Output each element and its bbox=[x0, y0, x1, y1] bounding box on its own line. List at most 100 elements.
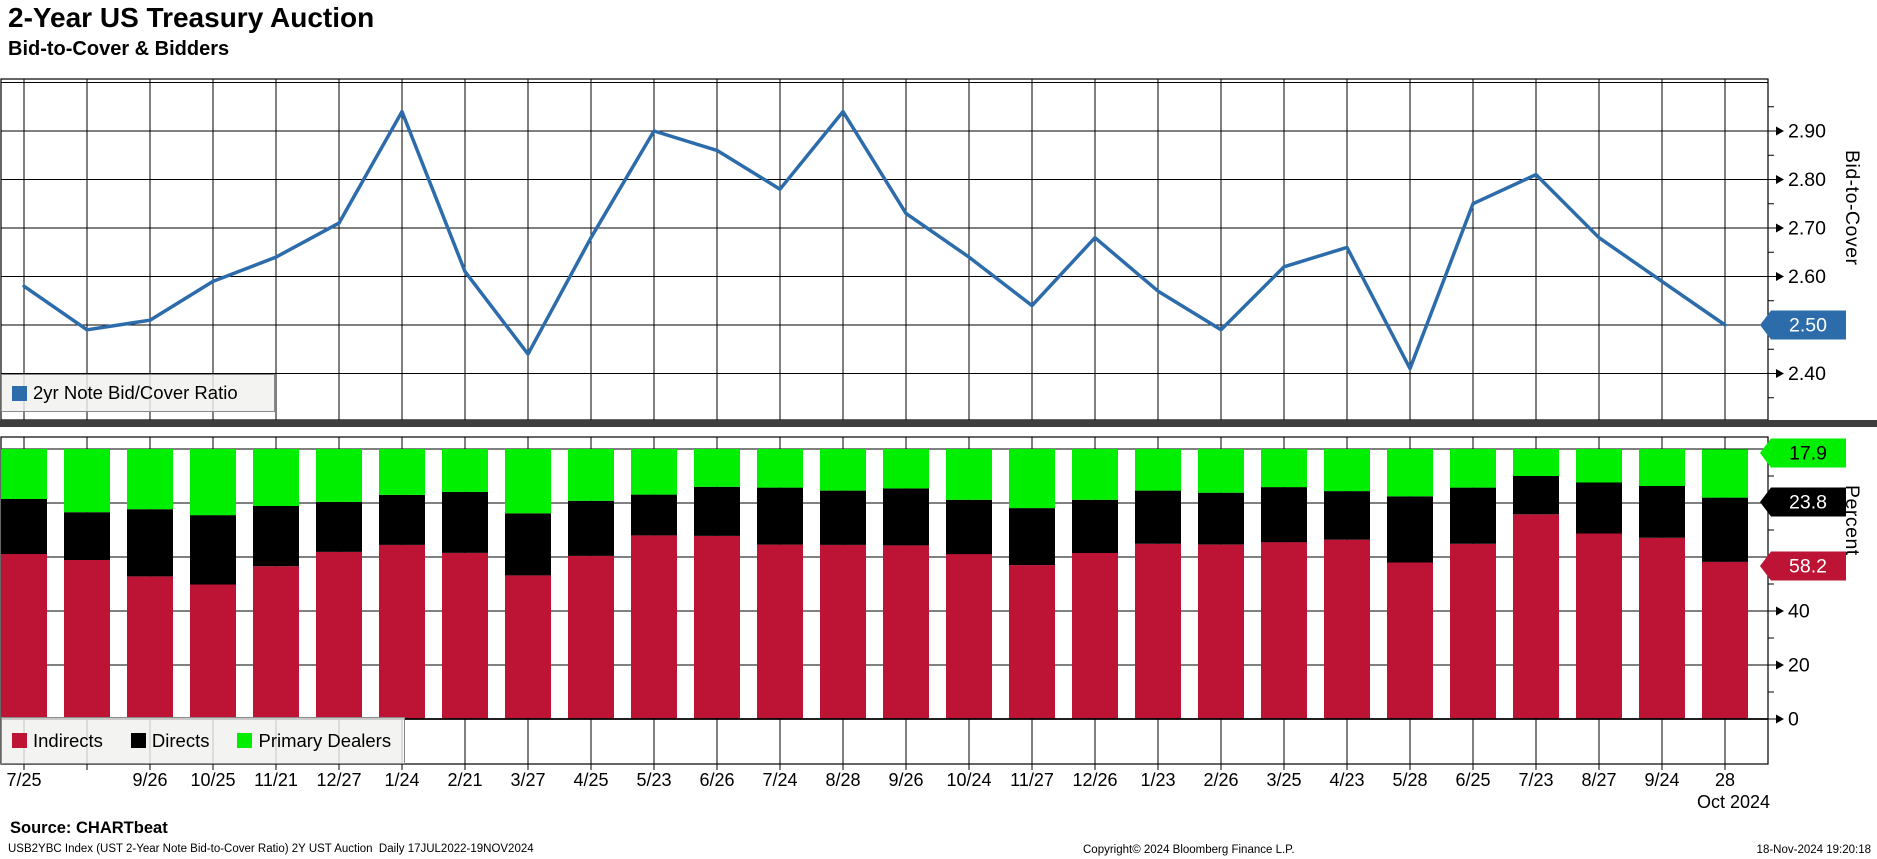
footnote-timestamp: 18-Nov-2024 19:20:18 bbox=[1756, 844, 1871, 856]
tick-arrow bbox=[1776, 660, 1784, 670]
bar-segment-primary-dealers bbox=[1135, 449, 1181, 491]
y-axis-tick-label: 2.60 bbox=[1788, 266, 1826, 288]
x-axis-tick-label: 3/25 bbox=[1266, 770, 1301, 790]
line-series-label: 2yr Note Bid/Cover Ratio bbox=[33, 382, 238, 403]
bar-segment-directs bbox=[1702, 497, 1748, 562]
bar-segment-indirects bbox=[1198, 544, 1244, 719]
bar-segment-indirects bbox=[127, 576, 173, 719]
bar-segment-indirects bbox=[1261, 542, 1307, 719]
bar-segment-primary-dealers bbox=[253, 449, 299, 506]
percent-tag-text: 23.8 bbox=[1789, 492, 1827, 514]
line-chart-legend: 2yr Note Bid/Cover Ratio bbox=[1, 374, 275, 412]
x-axis-tick-label: 7/25 bbox=[6, 770, 41, 790]
directs-label: Directs bbox=[151, 729, 210, 751]
bar-segment-indirects bbox=[1576, 533, 1622, 719]
bar-segment-primary-dealers bbox=[946, 449, 992, 500]
bar-segment-directs bbox=[127, 509, 173, 577]
bar-segment-indirects bbox=[379, 544, 425, 720]
bar-segment-indirects bbox=[757, 544, 803, 719]
bar-segment-directs bbox=[1009, 508, 1055, 566]
panel-divider bbox=[0, 420, 1877, 427]
x-axis-tick-label: 2/21 bbox=[447, 770, 482, 790]
bar-segment-primary-dealers bbox=[1387, 449, 1433, 497]
bar-segment-indirects bbox=[631, 535, 677, 719]
bar-segment-directs bbox=[631, 494, 677, 536]
bar-segment-directs bbox=[1387, 496, 1433, 563]
y-axis-tick-label: 2.70 bbox=[1788, 218, 1826, 240]
bar-segment-primary-dealers bbox=[694, 449, 740, 487]
tick-arrow bbox=[1776, 175, 1784, 184]
legend-entry-primary-dealers: Primary Dealers bbox=[237, 730, 391, 752]
page-title: 2-Year US Treasury Auction bbox=[8, 2, 375, 33]
x-axis-tick-label: 12/26 bbox=[1072, 770, 1117, 790]
percent-tag-shape bbox=[1760, 487, 1846, 517]
bar-segment-primary-dealers bbox=[883, 449, 929, 489]
bar-segment-indirects bbox=[505, 575, 551, 719]
tick-arrow bbox=[1776, 223, 1784, 233]
y-axis-tick-label: 2.40 bbox=[1788, 363, 1826, 385]
bar-segment-directs bbox=[1261, 487, 1307, 543]
x-axis-tick-label: 1/23 bbox=[1140, 770, 1175, 790]
bar-segment-directs bbox=[568, 500, 614, 556]
bar-segment-indirects bbox=[64, 560, 110, 719]
x-axis-tick-label: 5/28 bbox=[1392, 770, 1427, 790]
directs-swatch bbox=[130, 733, 146, 748]
bar-segment-directs bbox=[253, 506, 299, 567]
bar-segment-primary-dealers bbox=[1639, 449, 1685, 486]
bar-segment-primary-dealers bbox=[1576, 449, 1622, 483]
bar-segment-indirects bbox=[820, 544, 866, 720]
indirects-label: Indirects bbox=[33, 729, 103, 751]
percent-tag-text: 17.9 bbox=[1789, 443, 1827, 465]
tick-arrow bbox=[1776, 272, 1784, 281]
bar-segment-indirects bbox=[1702, 561, 1748, 719]
line-series-swatch bbox=[12, 385, 27, 401]
bar-segment-directs bbox=[442, 491, 488, 553]
tick-arrow bbox=[1776, 606, 1784, 616]
bar-segment-directs bbox=[1135, 490, 1181, 544]
bar-segment-primary-dealers bbox=[1324, 449, 1370, 492]
bid-cover-line bbox=[22, 109, 1727, 371]
x-axis-tick-label: 4/23 bbox=[1329, 770, 1364, 790]
x-axis-tick-label: 10/24 bbox=[946, 770, 991, 790]
bar-segment-primary-dealers bbox=[442, 449, 488, 492]
bar-segment-indirects bbox=[1009, 565, 1055, 719]
bar-segment-directs bbox=[379, 494, 425, 545]
x-axis-tick-label: 11/27 bbox=[1010, 770, 1054, 790]
bar-segment-indirects bbox=[568, 555, 614, 719]
x-axis-tick-label: 4/25 bbox=[573, 770, 608, 790]
bar-segment-indirects bbox=[1387, 562, 1433, 719]
bar-segment-primary-dealers bbox=[1072, 449, 1118, 500]
bar-segment-primary-dealers bbox=[190, 449, 236, 516]
y-axis-tick-label: 20 bbox=[1788, 655, 1810, 677]
percent-tag-text: 58.2 bbox=[1789, 556, 1827, 578]
bar-segment-primary-dealers bbox=[1513, 449, 1559, 476]
x-axis-tick-label: 2/26 bbox=[1203, 770, 1238, 790]
x-axis-tick-label: 8/28 bbox=[825, 770, 860, 790]
x-axis-tick-label: 9/26 bbox=[132, 770, 167, 790]
bar-chart-legend: Indirects Directs Primary Dealers bbox=[1, 717, 405, 764]
bar-segment-directs bbox=[820, 490, 866, 545]
bar-segment-indirects bbox=[694, 535, 740, 719]
bar-segment-indirects bbox=[253, 566, 299, 719]
bar-segment-primary-dealers bbox=[379, 449, 425, 495]
percent-tag-shape bbox=[1760, 551, 1846, 581]
y-axis-tick-label: 2.90 bbox=[1788, 121, 1826, 143]
bar-segment-primary-dealers bbox=[1198, 449, 1244, 493]
x-axis-tick-label: 12/27 bbox=[316, 770, 361, 790]
bar-segment-indirects bbox=[883, 545, 929, 719]
bar-segment-directs bbox=[64, 512, 110, 560]
bar-segment-primary-dealers bbox=[1261, 449, 1307, 488]
bar-segment-directs bbox=[316, 501, 362, 552]
bar-segment-directs bbox=[694, 486, 740, 536]
x-axis-tick-label: 9/24 bbox=[1644, 770, 1679, 790]
bar-segment-indirects bbox=[190, 584, 236, 719]
x-axis-tick-label: 7/23 bbox=[1518, 770, 1553, 790]
x-axis-tick-label: 1/24 bbox=[384, 770, 419, 790]
bar-segment-indirects bbox=[1513, 514, 1559, 719]
x-axis-tick-label: 3/27 bbox=[510, 770, 545, 790]
y-axis-percent: 0 20 40 bbox=[1768, 475, 1810, 731]
x-axis-tick-label: 10/25 bbox=[190, 770, 235, 790]
stacked-bars bbox=[1, 449, 1748, 720]
